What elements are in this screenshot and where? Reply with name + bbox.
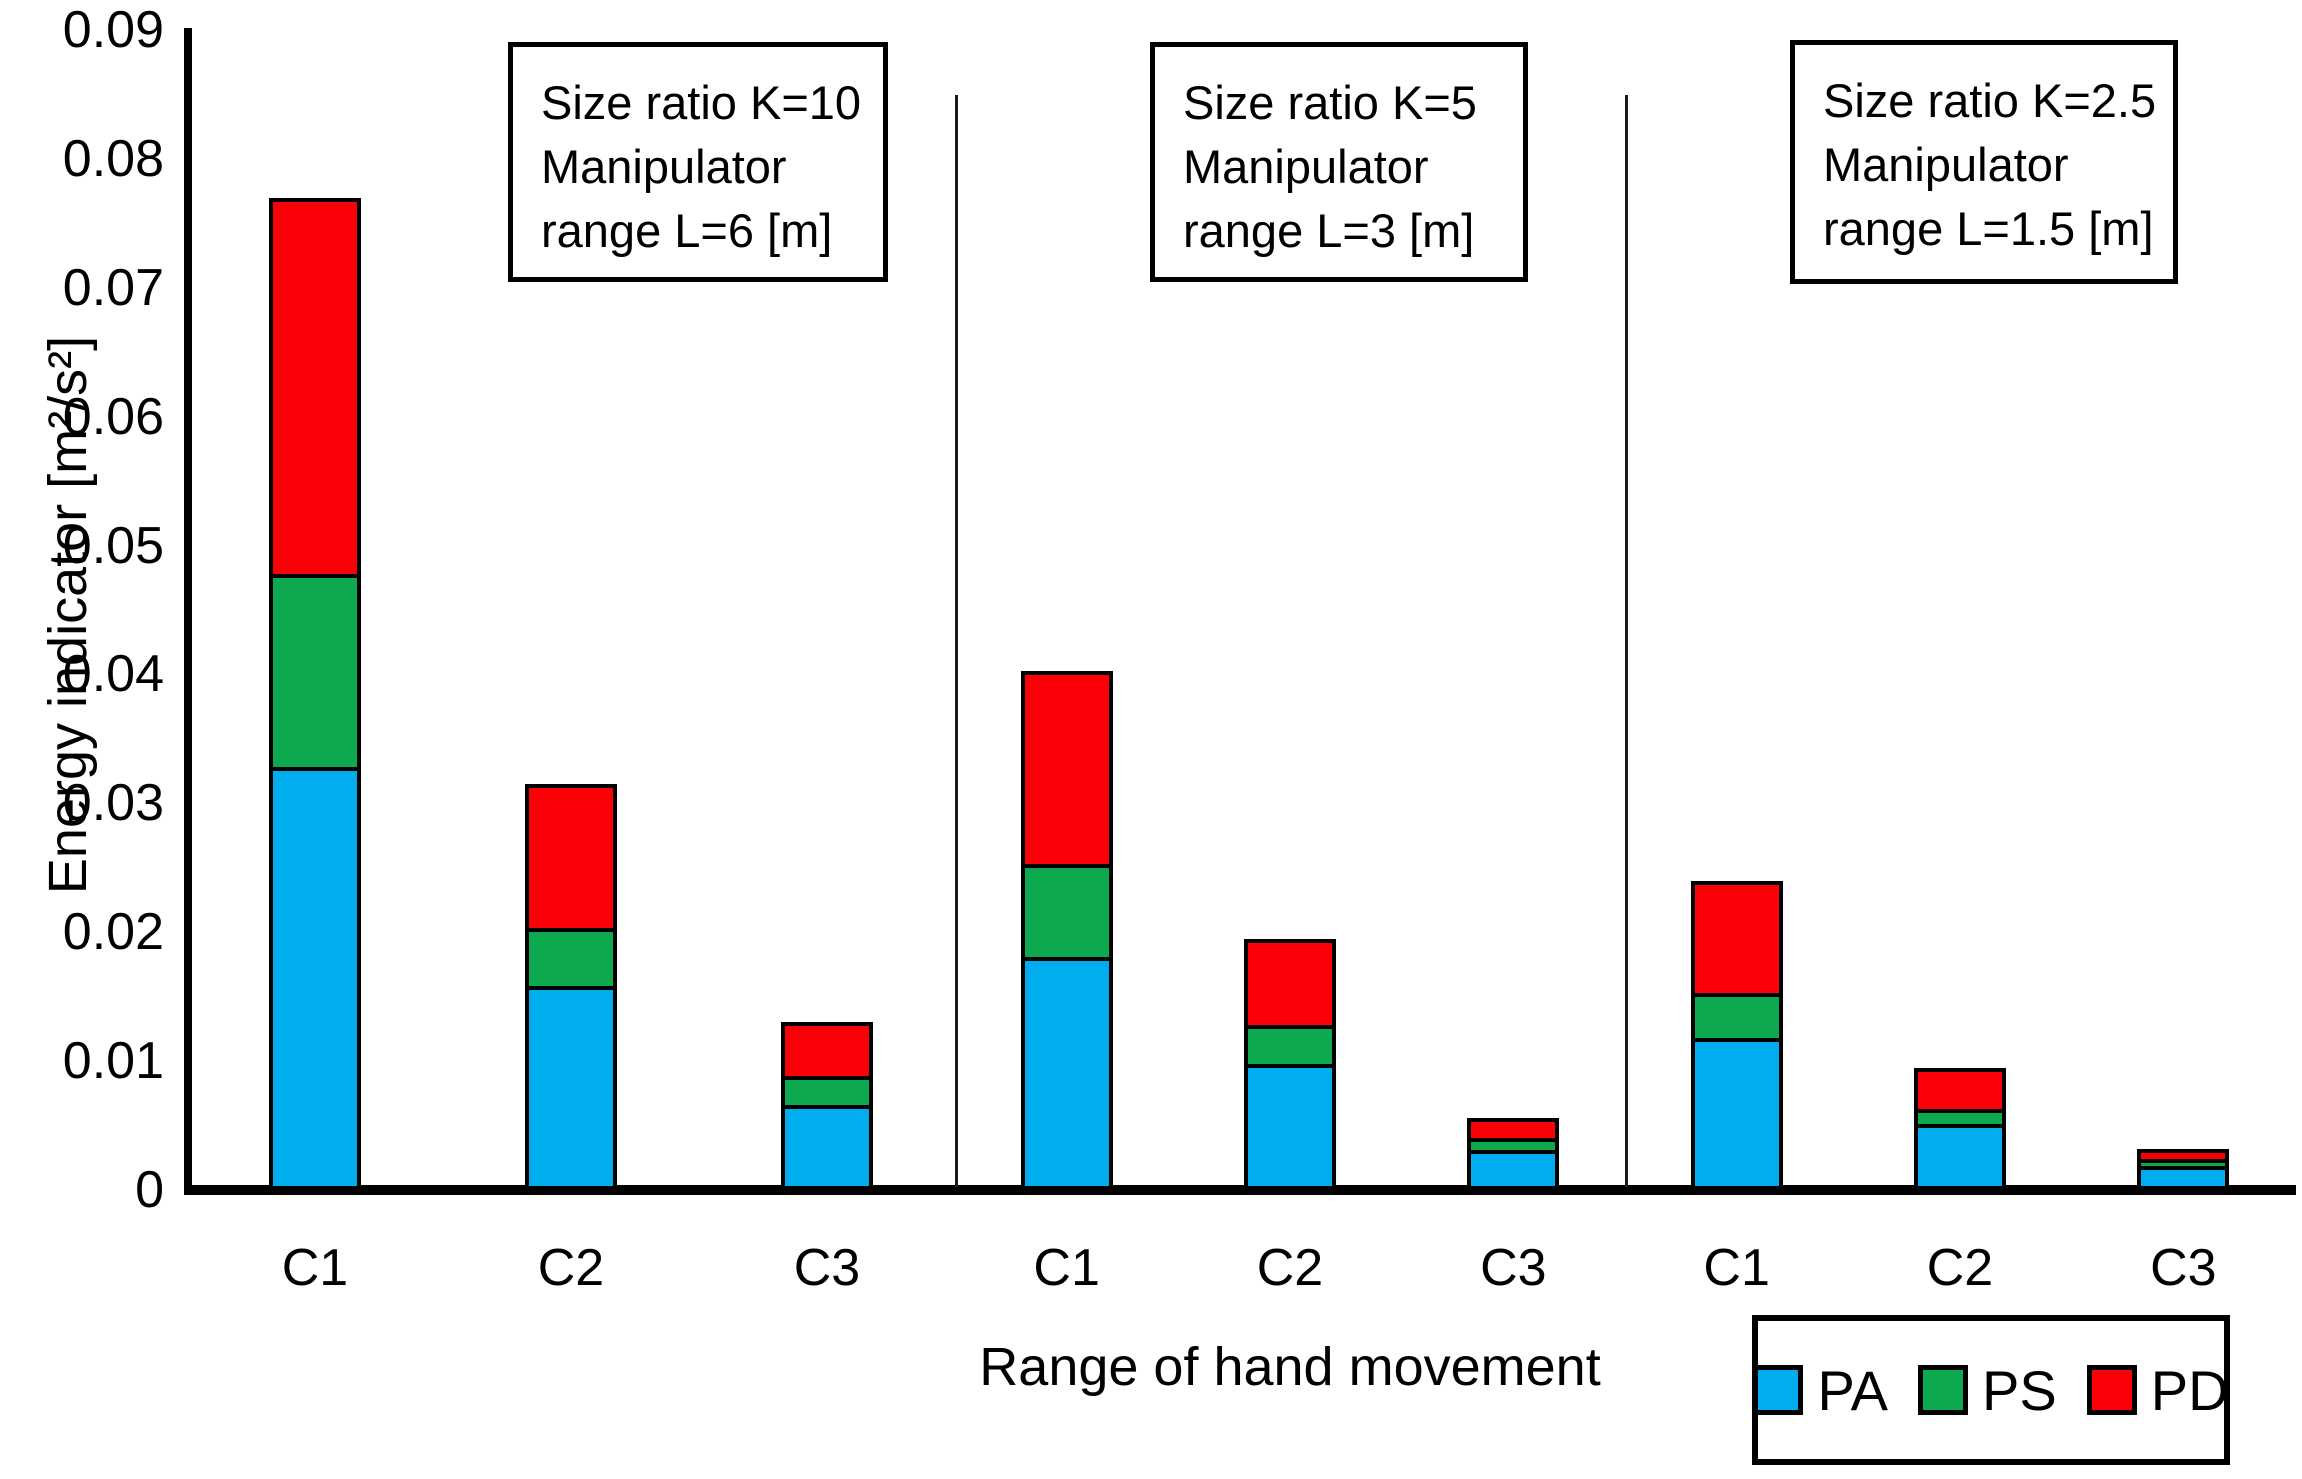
legend-item-ps: PS: [1918, 1358, 2057, 1423]
annotation-box-k10: Size ratio K=10 Manipulator range L=6 [m…: [508, 42, 888, 282]
legend-swatch-ps-icon: [1918, 1365, 1969, 1415]
y-tick-label: 0.05: [62, 516, 164, 575]
legend-item-pa: PA: [1753, 1358, 1888, 1423]
bar-segment-ps: [525, 932, 617, 991]
stacked-bar-C1-slot1: [269, 198, 361, 1190]
y-tick-label: 0.02: [62, 903, 164, 962]
stacked-bar-C2-slot2: [525, 784, 617, 1190]
bar-segment-pa: [781, 1108, 873, 1190]
legend-item-pd: PD: [2086, 1358, 2229, 1423]
annotation-line: Size ratio K=5: [1183, 76, 1477, 129]
x-category-label: C2: [1926, 1239, 1994, 1297]
y-tick-label: 0.03: [62, 774, 164, 833]
stacked-bar-C3-slot3: [781, 1022, 873, 1190]
annotation-line: Manipulator: [1823, 138, 2069, 191]
y-tick-label: 0.07: [62, 258, 164, 317]
x-axis-title: Range of hand movement: [979, 1337, 1601, 1397]
y-axis-line: [184, 28, 192, 1190]
y-tick-label: 0.04: [62, 645, 164, 704]
group-separator-line: [955, 95, 958, 1187]
bar-segment-ps: [1691, 996, 1783, 1042]
bar-segment-ps: [2137, 1163, 2229, 1170]
bar-segment-pd: [1691, 881, 1783, 997]
annotation-line: Manipulator: [541, 140, 787, 193]
stacked-bar-C2-slot5: [1244, 939, 1336, 1190]
bar-segment-ps: [1244, 1029, 1336, 1068]
bar-segment-pa: [269, 771, 361, 1190]
bar-segment-ps: [781, 1080, 873, 1109]
legend-label-ps: PS: [1982, 1358, 2057, 1422]
bar-segment-ps: [269, 578, 361, 772]
bar-segment-pa: [1467, 1153, 1559, 1190]
stacked-bar-C1-slot4: [1021, 671, 1113, 1190]
annotation-line: Size ratio K=10: [541, 76, 862, 129]
bar-segment-pa: [1244, 1067, 1336, 1190]
bar-segment-pd: [1467, 1118, 1559, 1143]
x-category-label: C1: [1703, 1239, 1770, 1297]
y-tick-label: 0.09: [62, 1, 164, 59]
annotation-box-k5: Size ratio K=5 Manipulator range L=3 [m]: [1150, 42, 1528, 282]
annotation-line: range L=1.5 [m]: [1823, 202, 2154, 255]
annotation-line: Size ratio K=2.5: [1823, 74, 2157, 127]
annotation-line: range L=6 [m]: [541, 204, 833, 257]
bar-segment-pa: [525, 990, 617, 1190]
stacked-bar-C3-slot6: [1467, 1118, 1559, 1190]
bar-segment-pa: [2137, 1169, 2229, 1190]
legend-label-pd: PD: [2150, 1358, 2229, 1422]
legend-swatch-pd-icon: [2086, 1365, 2137, 1415]
bar-segment-ps: [1467, 1142, 1559, 1154]
x-category-label: C2: [1256, 1239, 1324, 1297]
group-separator-line: [1625, 95, 1628, 1187]
bar-segment-pd: [781, 1022, 873, 1081]
stacked-bar-C1-slot7: [1691, 881, 1783, 1190]
y-tick-label: 0.01: [62, 1032, 164, 1091]
x-category-label: C1: [281, 1239, 349, 1297]
bar-segment-pd: [1021, 671, 1113, 869]
bar-segment-pd: [1914, 1068, 2006, 1113]
bar-segment-pd: [1244, 939, 1336, 1030]
x-category-label: C3: [2150, 1239, 2217, 1297]
bar-segment-pa: [1914, 1128, 2006, 1190]
bar-segment-pa: [1691, 1041, 1783, 1190]
x-category-label: C2: [537, 1239, 605, 1297]
legend-box: PA PS PD: [1752, 1315, 2230, 1465]
y-tick-label: 0: [135, 1161, 164, 1219]
y-tick-label: 0.08: [62, 129, 164, 188]
annotation-line: range L=3 [m]: [1183, 204, 1475, 257]
bar-segment-pd: [269, 198, 361, 579]
x-category-label: C1: [1033, 1239, 1100, 1297]
annotation-box-k2-5: Size ratio K=2.5 Manipulator range L=1.5…: [1790, 40, 2178, 284]
x-category-label: C3: [1480, 1239, 1547, 1297]
y-tick-label: 0.06: [62, 387, 164, 446]
bar-segment-pa: [1021, 960, 1113, 1190]
legend-swatch-pa-icon: [1753, 1365, 1804, 1415]
x-axis-line: [184, 1185, 2296, 1195]
bar-segment-ps: [1021, 868, 1113, 961]
stacked-bar-C3-slot9: [2137, 1149, 2229, 1190]
bar-segment-ps: [1914, 1112, 2006, 1129]
bar-segment-pd: [2137, 1149, 2229, 1164]
stacked-bar-C2-slot8: [1914, 1068, 2006, 1190]
x-category-label: C3: [793, 1239, 861, 1297]
annotation-line: Manipulator: [1183, 140, 1429, 193]
legend-label-pa: PA: [1817, 1358, 1889, 1422]
bar-segment-pd: [525, 784, 617, 933]
